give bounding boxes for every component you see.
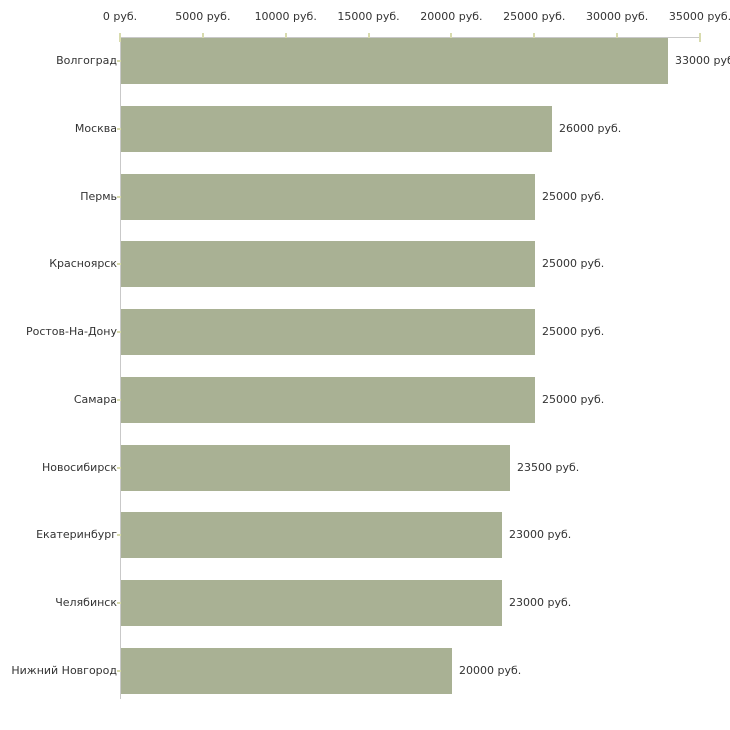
bar-value-label: 26000 руб. (559, 122, 622, 135)
bar-1 (121, 38, 668, 84)
bar-7 (121, 445, 510, 491)
bar-value-label: 33000 руб (675, 54, 730, 67)
bar-value-label: 25000 руб. (542, 257, 605, 270)
y-axis-tick-mark (117, 331, 124, 333)
y-axis-tick-mark (117, 602, 124, 604)
x-axis-line (120, 37, 701, 38)
category-label: Челябинск (55, 596, 117, 609)
x-axis-tick-mark (616, 33, 619, 42)
y-axis-tick-mark (117, 670, 124, 672)
category-label: Красноярск (49, 257, 117, 270)
bar-3 (121, 174, 535, 220)
bar-value-label: 25000 руб. (542, 190, 605, 203)
category-label: Новосибирск (41, 461, 117, 474)
category-label: Ростов-На-Дону (25, 325, 117, 338)
bar-value-label: 23500 руб. (517, 461, 580, 474)
x-axis-tick-mark (450, 33, 453, 42)
x-axis-tick-mark (533, 33, 536, 42)
category-label: Волгоград (56, 54, 117, 67)
category-label: Самара (73, 393, 117, 406)
x-axis-tick-label: 20000 руб. (420, 10, 483, 23)
x-axis-tick-mark (119, 33, 121, 42)
x-axis-tick-mark (284, 33, 287, 42)
y-axis-line (120, 37, 121, 699)
x-axis-tick-mark (699, 33, 701, 42)
bar-value-label: 23000 руб. (509, 528, 572, 541)
bar-value-label: 25000 руб. (542, 393, 605, 406)
x-axis-tick-label: 30000 руб. (586, 10, 649, 23)
bar-value-label: 25000 руб. (542, 325, 605, 338)
x-axis-tick-label: 0 руб. (102, 10, 138, 23)
y-axis-tick-mark (117, 263, 124, 265)
bar-9 (121, 580, 502, 626)
bar-5 (121, 309, 535, 355)
bar-10 (121, 648, 452, 694)
category-label: Екатеринбург (36, 528, 117, 541)
x-axis-tick-label: 10000 руб. (254, 10, 317, 23)
y-axis-tick-mark (117, 196, 124, 198)
x-axis-tick-mark (201, 33, 204, 42)
x-axis-tick-label: 5000 руб. (175, 10, 231, 23)
y-axis-tick-mark (117, 60, 124, 62)
bar-8 (121, 512, 502, 558)
y-axis-tick-mark (117, 467, 124, 469)
bar-2 (121, 106, 552, 152)
x-axis-tick-label: 35000 руб. (668, 10, 730, 23)
bar-4 (121, 241, 535, 287)
y-axis-tick-mark (117, 128, 124, 130)
x-axis-tick-label: 25000 руб. (503, 10, 566, 23)
bar-value-label: 20000 руб. (459, 664, 522, 677)
y-axis-tick-mark (117, 534, 124, 536)
y-axis-tick-mark (117, 399, 124, 401)
bar-value-label: 23000 руб. (509, 596, 572, 609)
bar-6 (121, 377, 535, 423)
category-label: Пермь (80, 190, 117, 203)
x-axis-tick-mark (367, 33, 370, 42)
category-label: Москва (74, 122, 117, 135)
category-label: Нижний Новгород (11, 664, 117, 677)
x-axis-tick-label: 15000 руб. (337, 10, 400, 23)
